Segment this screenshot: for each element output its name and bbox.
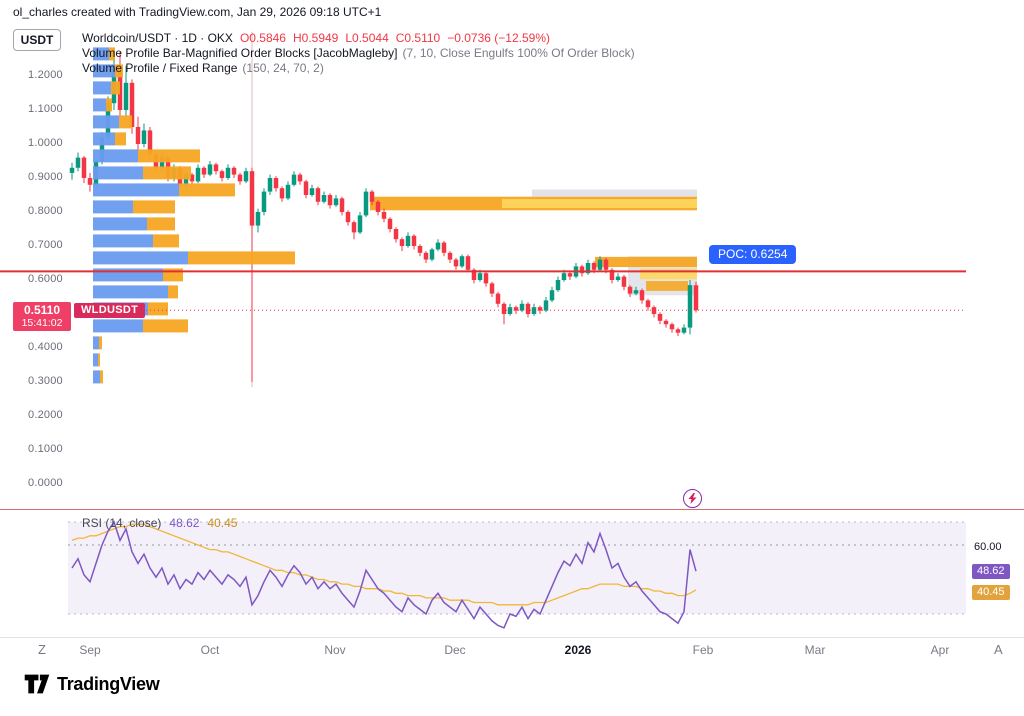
price-axis-label: 0.0000 [28, 477, 63, 489]
price-axis-label: 0.9000 [28, 171, 63, 183]
rsi-value-badge: 48.62 [972, 564, 1010, 579]
rsi-line [71, 520, 697, 629]
price-axis[interactable]: 0.00000.10000.20000.30000.40000.50000.60… [0, 0, 66, 510]
price-axis-label: 0.3000 [28, 375, 63, 387]
indicator1-name: Volume Profile Bar-Magnified Order Block… [82, 46, 398, 60]
time-axis-label: Apr [930, 643, 950, 657]
rsi-ma-value-badge: 40.45 [972, 585, 1010, 600]
rsi-band [68, 522, 966, 614]
volume-profile-layer [93, 47, 295, 384]
poc-label[interactable]: POC: 0.6254 [709, 245, 797, 264]
rsi-legend[interactable]: RSI (14, close) 48.62 40.45 [82, 516, 237, 530]
time-axis-label: Oct [200, 643, 220, 657]
rsi-params: (14, close) [105, 516, 162, 530]
indicator1-params: (7, 10, Close Engulfs 100% Of Order Bloc… [402, 46, 635, 60]
pane-separator[interactable] [0, 509, 1024, 510]
rsi-ma-value: 40.45 [207, 516, 238, 530]
indicator-legend-order-blocks[interactable]: Volume Profile Bar-Magnified Order Block… [82, 46, 635, 61]
time-axis[interactable]: Sep Oct Nov Dec 2026 Feb Mar Apr [0, 643, 1024, 659]
tradingview-logo-icon [24, 674, 50, 694]
credit-line: ol_charles created with TradingView.com,… [13, 5, 382, 19]
chart-legend: Worldcoin/USDT · 1D · OKX O0.5846 H0.5949 L… [82, 31, 635, 76]
lightning-marker[interactable] [683, 489, 702, 508]
time-axis-label: Sep [79, 643, 101, 657]
change-value: −0.0736 (−12.59%) [447, 31, 550, 45]
indicator-legend-volume-profile[interactable]: Volume Profile / Fixed Range (150, 24, 70… [82, 61, 635, 76]
price-axis-label: 1.0000 [28, 137, 63, 149]
price-axis-label: 1.2000 [28, 69, 63, 81]
auto-scale-button[interactable]: A [988, 641, 1009, 658]
indicator2-params: (150, 24, 70, 2) [242, 61, 324, 75]
time-axis-label: Dec [444, 643, 466, 657]
order-blocks-layer [370, 189, 697, 296]
price-axis-label: 0.6000 [28, 273, 63, 285]
rsi-layer [68, 520, 966, 629]
rsi-name: RSI [82, 516, 103, 530]
current-price-label: 0.5110 15:41:02 [13, 302, 71, 331]
price-axis-label: 0.7000 [28, 239, 63, 251]
tradingview-logo[interactable]: TradingView [24, 673, 160, 695]
price-axis-label: 1.1000 [28, 103, 63, 115]
ohlc-high: H0.5949 [292, 31, 339, 45]
symbol-legend-row[interactable]: Worldcoin/USDT · 1D · OKX O0.5846 H0.5949 L… [82, 31, 635, 46]
rsi-value: 48.62 [169, 516, 200, 530]
indicator2-name: Volume Profile / Fixed Range [82, 61, 238, 75]
tradingview-brand-text: TradingView [57, 673, 160, 694]
ohlc-low: L0.5044 [345, 31, 389, 45]
price-axis-label: 0.1000 [28, 443, 63, 455]
lightning-bolt-icon [688, 493, 697, 504]
currency-toggle-button[interactable]: USDT [13, 29, 61, 51]
axis-separator [0, 637, 1024, 638]
ohlc-close: C0.5110 [395, 31, 441, 45]
rsi-ma-line [71, 523, 697, 606]
time-axis-label: Nov [324, 643, 346, 657]
ohlc-open: O0.5846 [239, 31, 286, 45]
time-axis-label: 2026 [564, 643, 592, 657]
current-price-value: 0.5110 [23, 303, 61, 317]
price-axis-label: 0.2000 [28, 409, 63, 421]
symbol-title: Worldcoin/USDT · 1D · OKX [82, 31, 233, 45]
price-axis-label: 0.4000 [28, 341, 63, 353]
time-axis-label: Feb [692, 643, 714, 657]
timezone-button[interactable]: Z [32, 641, 52, 658]
time-axis-label: Mar [804, 643, 826, 657]
price-axis-label: 0.8000 [28, 205, 63, 217]
symbol-price-badge: WLDUSDT [74, 303, 146, 318]
rsi-level-label: 60.00 [974, 541, 1002, 553]
bar-countdown: 15:41:02 [21, 317, 63, 329]
